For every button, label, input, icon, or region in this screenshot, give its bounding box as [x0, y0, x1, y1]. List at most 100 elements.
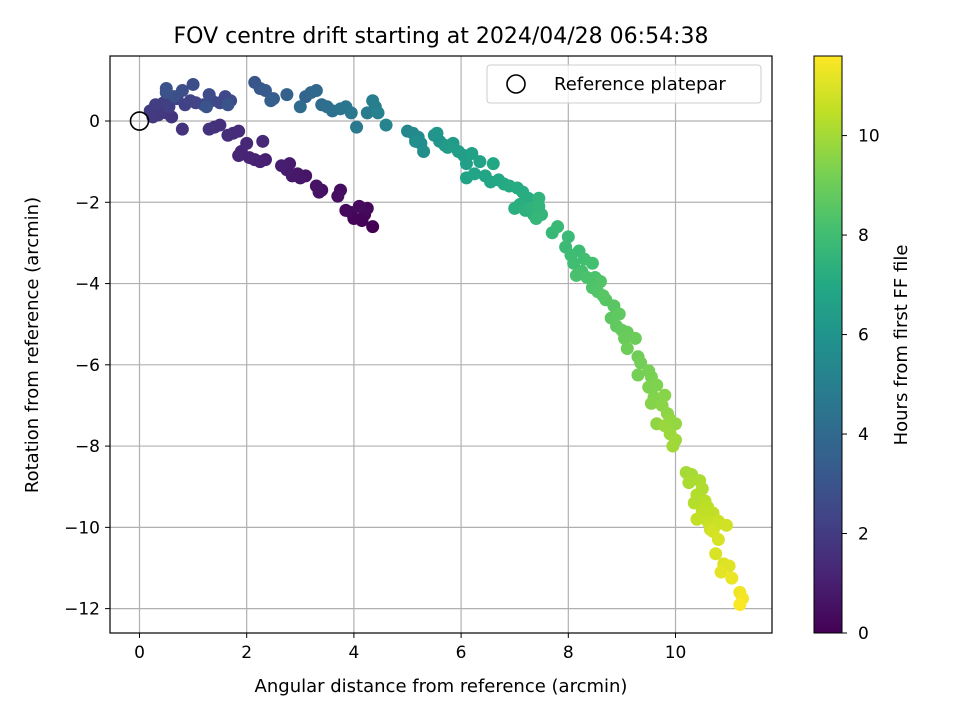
data-point: [240, 136, 254, 150]
data-point: [352, 199, 366, 213]
data-point: [232, 149, 246, 163]
y-axis-label: Rotation from reference (arcmin): [22, 197, 43, 493]
y-tick-label: −2: [75, 193, 100, 213]
data-point: [331, 189, 345, 203]
data-point: [567, 256, 581, 270]
data-point: [371, 106, 385, 120]
data-point: [711, 533, 725, 547]
data-point: [618, 331, 632, 345]
colorbar-label: Hours from first FF file: [891, 245, 912, 446]
data-point: [465, 147, 479, 161]
data-point: [280, 88, 294, 102]
data-point: [650, 378, 664, 392]
data-point: [658, 388, 672, 402]
y-axis: 0 −2 −4 −6 −8 −10 −12: [64, 112, 110, 620]
data-point: [719, 518, 733, 532]
data-point: [596, 289, 610, 303]
data-point: [202, 88, 216, 102]
data-point: [199, 100, 213, 114]
data-point: [379, 118, 393, 132]
legend: Reference platepar: [486, 64, 762, 104]
x-tick-label: 6: [456, 643, 467, 663]
x-tick-label: 8: [563, 643, 574, 663]
data-point: [232, 124, 246, 138]
data-point: [221, 128, 235, 142]
data-point: [725, 571, 739, 585]
data-point: [264, 94, 278, 108]
data-point: [569, 268, 583, 282]
data-point: [666, 439, 680, 453]
x-tick-label: 10: [665, 643, 687, 663]
x-tick-label: 4: [348, 643, 359, 663]
data-point: [709, 547, 723, 561]
x-tick-label: 2: [241, 643, 252, 663]
colorbar-gradient: [813, 55, 843, 634]
data-point: [682, 476, 696, 490]
data-point: [202, 122, 216, 136]
data-point: [593, 275, 607, 289]
data-point: [441, 140, 455, 154]
data-point: [644, 396, 658, 410]
grid: [110, 56, 772, 633]
data-point: [473, 155, 487, 169]
data-point: [690, 512, 704, 526]
data-point: [459, 157, 473, 171]
data-point: [561, 230, 575, 244]
data-point: [486, 157, 500, 171]
data-point: [350, 120, 364, 134]
data-point: [309, 179, 323, 193]
chart-title: FOV centre drift starting at 2024/04/28 …: [174, 24, 709, 49]
y-tick-label: −12: [64, 600, 100, 620]
colorbar-tick-label: 6: [858, 326, 869, 346]
data-point: [186, 77, 200, 91]
y-tick-label: −8: [75, 437, 100, 457]
data-point: [620, 342, 634, 356]
data-point: [634, 356, 648, 370]
data-point: [468, 167, 482, 181]
colorbar-tick-label: 10: [858, 127, 880, 147]
data-point: [733, 598, 747, 612]
data-point: [430, 126, 444, 140]
data-point: [585, 256, 599, 270]
data-point: [293, 100, 307, 114]
data-point: [221, 98, 235, 112]
data-point: [631, 368, 645, 382]
reference-marker: [129, 111, 150, 131]
colorbar-tick-label: 2: [858, 525, 869, 545]
data-point: [366, 220, 380, 234]
y-tick-label: 0: [89, 112, 100, 132]
data-point: [409, 134, 423, 148]
data-point: [551, 220, 565, 234]
data-point: [162, 100, 176, 114]
legend-label: Reference platepar: [554, 74, 726, 95]
data-point: [256, 134, 270, 148]
data-point: [258, 84, 272, 98]
data-point: [366, 94, 380, 108]
data-point: [309, 84, 323, 98]
data-point: [687, 496, 701, 510]
data-point: [669, 417, 683, 431]
colorbar-tick-label: 8: [858, 226, 869, 246]
data-point: [612, 307, 626, 321]
x-axis: 0 2 4 6 8 10: [134, 633, 686, 663]
data-point: [714, 565, 728, 579]
data-point: [339, 203, 353, 217]
legend-marker: [506, 74, 526, 94]
y-tick-label: −6: [75, 356, 100, 376]
data-point: [159, 82, 173, 96]
data-point: [417, 144, 431, 158]
x-axis-label: Angular distance from reference (arcmin): [255, 676, 628, 697]
colorbar-ticks: 0 2 4 6 8 10: [842, 127, 880, 644]
plot-frame: [109, 55, 773, 634]
legend-box: [486, 64, 762, 104]
data-point: [508, 201, 522, 215]
data-point: [175, 122, 189, 136]
y-tick-label: −10: [64, 518, 100, 538]
y-tick-label: −4: [75, 275, 100, 295]
scatter-points: [143, 75, 750, 612]
data-point: [275, 159, 289, 173]
x-tick-label: 0: [134, 643, 145, 663]
colorbar-tick-label: 0: [858, 624, 869, 644]
data-point: [628, 331, 642, 345]
